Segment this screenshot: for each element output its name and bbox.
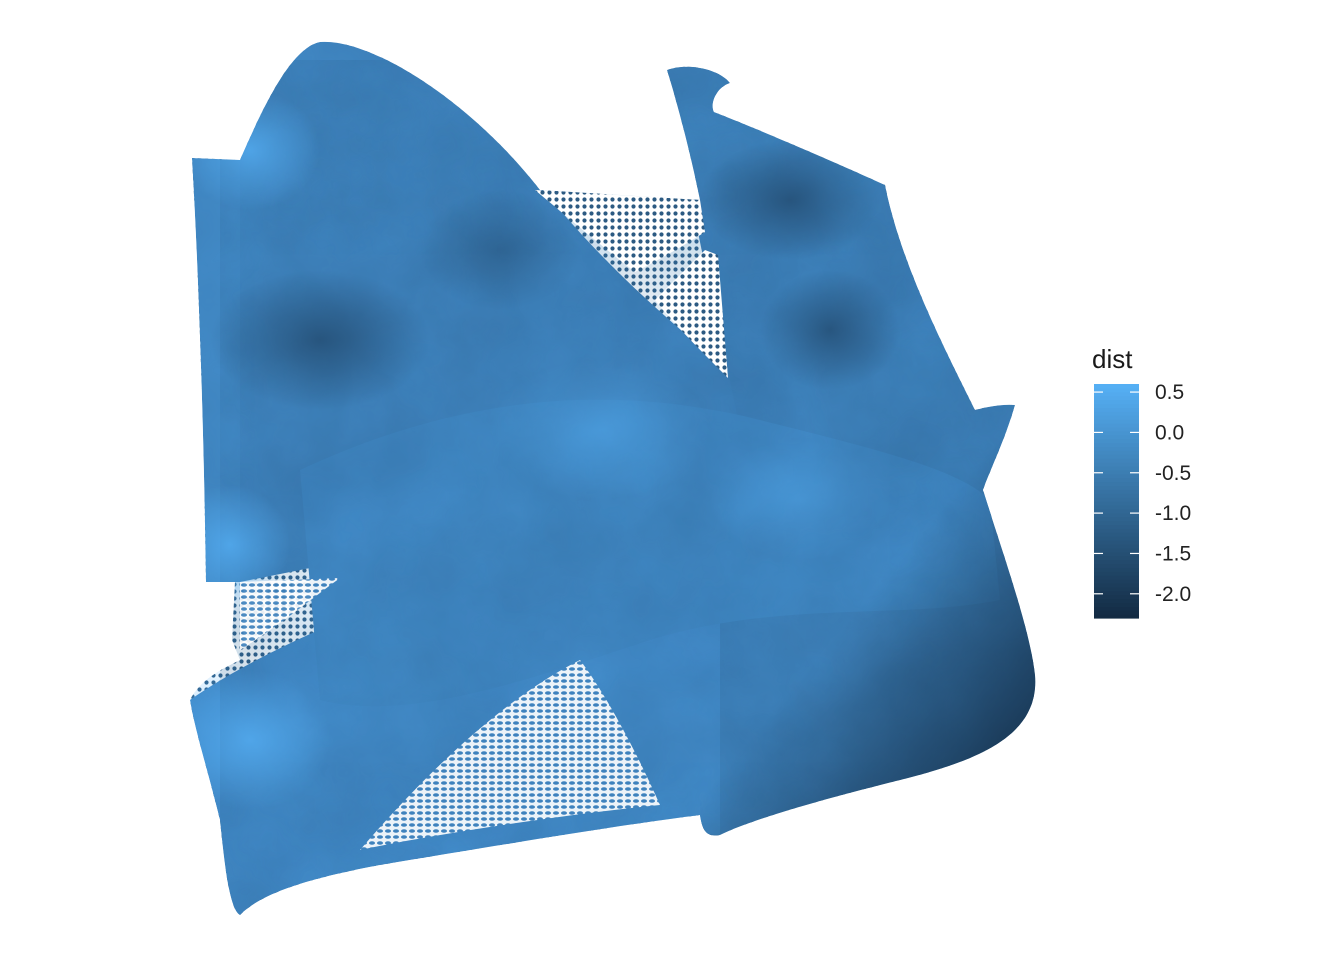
colorbar-segment [1094, 434, 1139, 440]
colorbar-segment [1094, 403, 1139, 408]
colorbar-segment [1094, 438, 1139, 444]
colorbar-segment [1094, 489, 1139, 494]
colorbar-segment [1094, 594, 1139, 600]
colorbar-segment [1094, 567, 1139, 572]
colorbar-segment [1094, 465, 1139, 471]
colorbar-segment [1094, 598, 1139, 603]
colorbar-segment [1094, 582, 1139, 588]
sparse-region-top [535, 190, 705, 272]
colorbar-segment [1094, 504, 1139, 510]
colorbar-segment [1094, 391, 1139, 397]
colorbar-segment [1094, 469, 1139, 475]
colorbar-segment [1094, 442, 1139, 447]
colorbar-segment [1094, 407, 1139, 412]
colorbar-segment [1094, 430, 1139, 436]
colorbar-segment [1094, 384, 1139, 389]
colorbar-segment [1094, 387, 1139, 393]
colorbar-segment [1094, 536, 1139, 541]
colorbar-segment [1094, 559, 1139, 564]
colorbar-tick-label: -1.0 [1155, 502, 1191, 525]
colorbar-segment [1094, 493, 1139, 498]
colorbar-segment [1094, 419, 1139, 424]
colorbar-segment [1094, 446, 1139, 451]
colorbar-segment [1094, 516, 1139, 522]
colorbar-segment [1094, 512, 1139, 518]
sparse-region-bottom [360, 660, 660, 850]
colorbar-segment [1094, 411, 1139, 416]
colorbar-segment [1094, 462, 1139, 467]
colorbar-segment [1094, 454, 1139, 459]
colorbar-segment [1094, 590, 1139, 596]
colorbar-segment [1094, 399, 1139, 405]
colorbar-segment [1094, 606, 1139, 611]
colorbar-segment [1094, 415, 1139, 420]
colorbar-segment [1094, 524, 1139, 529]
legend: dist 0.5 0.0 -0.5 -1.0 -1.5 -2.0 [1092, 344, 1191, 619]
sparse-region-left [240, 578, 340, 650]
colorbar-segment [1094, 602, 1139, 607]
colorbar-segment [1094, 586, 1139, 592]
colorbar-segment [1094, 520, 1139, 525]
colorbar-segment [1094, 426, 1139, 432]
colorbar-segment [1094, 571, 1139, 576]
legend-title: dist [1092, 344, 1133, 374]
colorbar-segment [1094, 551, 1139, 557]
colorbar-segment [1094, 450, 1139, 455]
colorbar-segment [1094, 395, 1139, 401]
colorbar-segment [1094, 532, 1139, 537]
colorbar-segment [1094, 540, 1139, 545]
colorbar-segment [1094, 458, 1139, 463]
colorbar-segment [1094, 497, 1139, 502]
colorbar-tick-label: 0.0 [1155, 421, 1184, 444]
colorbar-segment [1094, 477, 1139, 483]
colorbar-tick-label: -2.0 [1155, 583, 1191, 606]
colorbar-segment [1094, 614, 1139, 619]
colorbar-tick-label: -1.5 [1155, 542, 1191, 565]
colorbar-segment [1094, 547, 1139, 553]
colorbar-segment [1094, 501, 1139, 506]
colorbar-segment [1094, 563, 1139, 568]
colorbar-segment [1094, 481, 1139, 486]
colorbar-tick-label: 0.5 [1155, 381, 1184, 404]
colorbar-segment [1094, 543, 1139, 549]
colorbar-segment [1094, 610, 1139, 615]
colorbar-segment [1094, 579, 1139, 584]
colorbar-ticks: 0.5 0.0 -0.5 -1.0 -1.5 -2.0 [1094, 381, 1191, 606]
colorbar-segment [1094, 423, 1139, 428]
colorbar-segment [1094, 555, 1139, 561]
colorbar-segment [1094, 473, 1139, 479]
colorbar-segment [1094, 508, 1139, 514]
sparse-region-triangle [655, 250, 728, 378]
colorbar-segment [1094, 575, 1139, 580]
distance-surface [190, 41, 1036, 915]
colorbar-segment [1094, 528, 1139, 533]
colorbar-segment [1094, 485, 1139, 490]
colorbar [1094, 384, 1139, 619]
colorbar-tick-label: -0.5 [1155, 462, 1191, 485]
